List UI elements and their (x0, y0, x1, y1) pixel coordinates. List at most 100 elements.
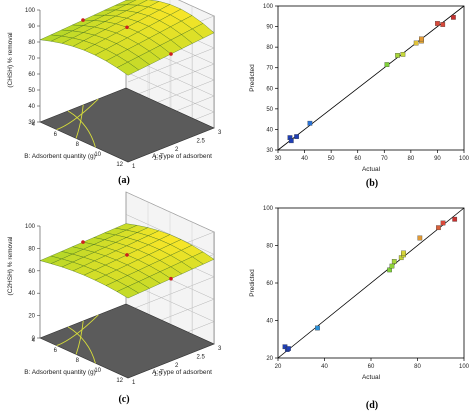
scatter-plot-b: 30 40 50 60 70 80 90 100 30 40 50 60 70 80 90 100 Actual… (249, 4, 470, 189)
x-tick-label: 100 (459, 364, 470, 370)
floor-contour-line (75, 104, 84, 139)
x-tick-label: 2 (175, 147, 179, 153)
z-tick-label: 60 (28, 269, 35, 275)
panel-caption: (d) (366, 400, 378, 411)
y-tick-label: 6 (54, 132, 58, 138)
fit-line (277, 5, 465, 151)
z-tick-label: 60 (28, 72, 35, 78)
surface-plot-a: 30 40 50 60 70 80 90 100 4 6 8 10 12 1 1.5 2 2.5 3 (CHSH) … (7, 0, 222, 186)
z-tick-label: 20 (28, 314, 35, 320)
y-tick-label: 6 (54, 348, 58, 354)
z-tick-label: 40 (28, 291, 35, 297)
data-point (435, 21, 440, 26)
z-tick-label: 80 (28, 246, 35, 252)
data-point (451, 14, 456, 20)
z-axis-label: (CHSH) % removal (7, 32, 14, 88)
panel-caption: (c) (118, 394, 129, 405)
x-axis-label: A: Type of adsorbent (152, 153, 212, 160)
x-tick-label: 40 (301, 156, 308, 162)
x-tick-label: 60 (354, 156, 361, 162)
design-point-marker (169, 52, 173, 56)
design-point-marker (125, 253, 129, 257)
data-point (384, 62, 390, 67)
floor-contour-line (67, 326, 96, 364)
x-tick-label: 100 (459, 156, 470, 162)
data-point (286, 346, 291, 351)
y-tick-label: 80 (266, 45, 273, 51)
z-tick-label: 100 (25, 8, 36, 14)
surface-plot-c: 0 20 40 60 80 100 4 6 8 10 12 1 1.5 2 2.5 3 (C2HSH) % re… (7, 191, 222, 405)
surface-cell (116, 61, 140, 76)
y-tick-label: 20 (266, 356, 273, 362)
y-tick-label: 100 (263, 206, 274, 212)
y-tick-label: 80 (266, 244, 273, 250)
data-point (391, 259, 397, 264)
z-tick-label: 80 (28, 40, 35, 46)
x-axis-label: A: Type of adsorbent (152, 369, 212, 376)
data-point (413, 40, 419, 46)
y-axis-label: B: Adsorbent quantity (g) (24, 369, 96, 376)
y-axis-label: B: Adsorbent quantity (g) (24, 153, 96, 160)
data-point (417, 235, 423, 241)
x-axis-label: Actual (362, 166, 381, 173)
y-tick-label: 40 (266, 127, 273, 133)
x-tick-label: 3 (218, 346, 222, 352)
y-tick-label: 30 (266, 148, 273, 154)
data-point (401, 250, 406, 256)
floor-contour-line (56, 314, 99, 347)
y-tick-label: 40 (266, 319, 273, 325)
x-tick-label: 20 (275, 364, 282, 370)
y-tick-label: 12 (116, 378, 123, 384)
z-tick-label: 70 (28, 56, 35, 62)
y-tick-label: 100 (263, 4, 274, 10)
data-point (315, 325, 320, 331)
x-tick-label: 80 (414, 364, 421, 370)
y-tick-label: 90 (266, 25, 273, 31)
x-axis-label: Actual (362, 374, 381, 381)
x-tick-label: 1.5 (154, 156, 163, 162)
data-point (452, 216, 458, 222)
x-tick-label: 70 (381, 156, 388, 162)
y-tick-label: 10 (94, 368, 101, 374)
data-point (419, 36, 424, 42)
z-tick-label: 50 (28, 88, 35, 94)
data-point (288, 138, 294, 144)
x-tick-label: 50 (328, 156, 335, 162)
data-point (389, 263, 395, 269)
y-tick-label: 8 (76, 358, 80, 364)
data-point (395, 53, 400, 58)
z-tick-label: 40 (28, 104, 35, 110)
y-tick-label: 60 (266, 281, 273, 287)
y-tick-label: 60 (266, 86, 273, 92)
x-tick-label: 3 (218, 130, 222, 136)
data-point (440, 22, 446, 27)
y-axis-label: Predicted (249, 64, 256, 92)
scatter-plot-d: 20 40 60 80 100 20 40 60 80 100 Actual Predicted (d) (249, 206, 470, 411)
x-tick-label: 1 (132, 380, 136, 386)
y-axis-label: Predicted (249, 269, 256, 297)
data-point (294, 134, 299, 139)
design-point-marker (81, 18, 85, 22)
x-tick-label: 1 (132, 164, 136, 170)
x-tick-label: 2.5 (197, 355, 206, 361)
x-tick-label: 80 (408, 156, 415, 162)
floor-contour-line (75, 320, 84, 355)
floor-contour-line (56, 98, 99, 131)
y-tick-label: 12 (116, 162, 123, 168)
y-tick-label: 50 (266, 107, 273, 113)
x-tick-label: 2 (175, 363, 179, 369)
design-point-marker (125, 25, 129, 30)
data-point (436, 225, 441, 231)
z-tick-label: 30 (28, 120, 35, 126)
x-tick-label: 40 (321, 364, 328, 370)
y-tick-label: 4 (32, 338, 36, 344)
x-tick-label: 60 (368, 364, 375, 370)
y-tick-label: 70 (266, 66, 273, 72)
z-tick-label: 0 (32, 336, 36, 342)
data-point (400, 51, 406, 57)
fit-line (277, 207, 465, 359)
data-point (307, 120, 313, 126)
x-tick-label: 90 (434, 156, 441, 162)
x-tick-label: 2.5 (197, 139, 206, 145)
